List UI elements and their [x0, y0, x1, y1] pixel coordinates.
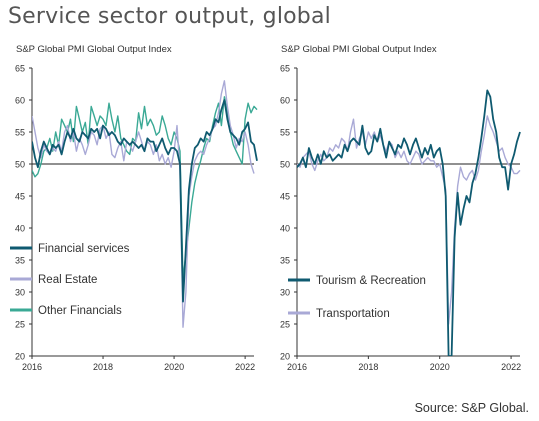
- x-tick-label: 2022: [501, 362, 521, 372]
- y-tick-label: 40: [280, 224, 290, 234]
- legend-label: Financial services: [38, 243, 130, 255]
- x-tick-label: 2018: [358, 362, 378, 372]
- legend-label: Other Financials: [38, 305, 122, 317]
- y-tick-label: 30: [280, 288, 290, 298]
- y-tick-label: 35: [280, 256, 290, 266]
- y-tick-label: 65: [280, 64, 290, 74]
- series-line-transportation: [297, 115, 521, 325]
- legend-label: Real Estate: [38, 274, 97, 286]
- y-tick-label: 35: [15, 256, 25, 266]
- y-tick-label: 60: [280, 96, 290, 106]
- left-chart-svg: S&P Global PMI Global Output Index 20 25 30…: [10, 44, 258, 372]
- x-tick-label: 2020: [430, 362, 450, 372]
- y-tick-label: 55: [280, 128, 290, 138]
- x-tick-label: 2022: [235, 362, 255, 372]
- y-tick-label: 50: [280, 160, 290, 170]
- y-tick-label: 25: [280, 320, 290, 330]
- y-tick-label: 30: [15, 288, 25, 298]
- chart-title: S&P Global PMI Global Output Index: [281, 44, 437, 55]
- y-tick-label: 60: [15, 96, 25, 106]
- legend-label: Tourism & Recreation: [316, 275, 426, 287]
- x-tick-label: 2020: [164, 362, 184, 372]
- x-tick-label: 2018: [93, 362, 113, 372]
- x-tick-label: 2016: [287, 362, 307, 372]
- y-tick-label: 55: [15, 128, 25, 138]
- legend-label: Transportation: [316, 308, 390, 320]
- page-title: Service sector output, global: [8, 4, 331, 29]
- y-tick-label: 20: [15, 352, 25, 362]
- source-note: Source: S&P Global.: [414, 401, 529, 415]
- right-chart-svg: S&P Global PMI Global Output Index 20 25 30…: [280, 44, 521, 372]
- chart-title: S&P Global PMI Global Output Index: [16, 44, 172, 55]
- y-tick-label: 25: [15, 320, 25, 330]
- y-tick-label: 65: [15, 64, 25, 74]
- y-tick-label: 20: [280, 352, 290, 362]
- left-chart: S&P Global PMI Global Output Index 20 25 30…: [0, 40, 270, 380]
- series-line-tourism-recreation: [297, 89, 521, 356]
- series-line-financial-services: [32, 99, 258, 303]
- y-tick-label: 40: [15, 224, 25, 234]
- y-tick-label: 45: [280, 192, 290, 202]
- y-tick-label: 45: [15, 192, 25, 202]
- y-tick-label: 50: [15, 160, 25, 170]
- x-tick-label: 2016: [22, 362, 42, 372]
- right-chart: S&P Global PMI Global Output Index 20 25 30…: [268, 40, 538, 380]
